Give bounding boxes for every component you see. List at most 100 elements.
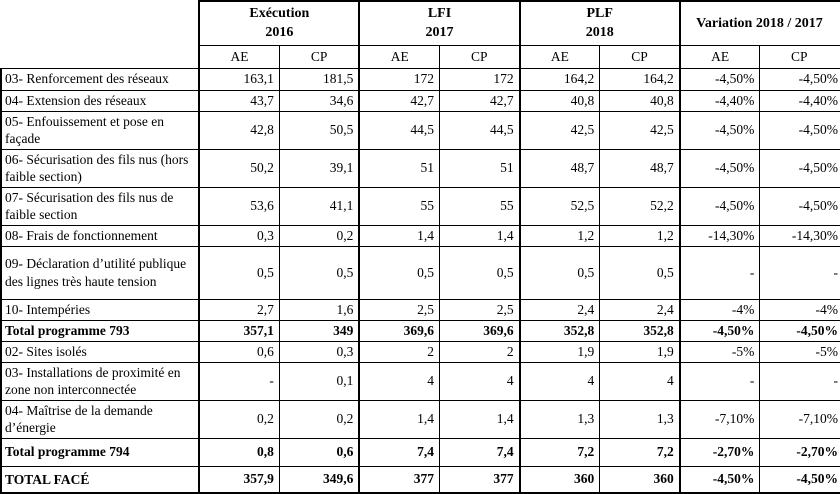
- cell-lfi-ae: 1,4: [358, 399, 441, 439]
- cell-plf-cp: 352,8: [599, 319, 681, 342]
- cell-lfi-cp: 0,5: [439, 245, 521, 300]
- cell-plf-ae: 40,8: [518, 89, 601, 112]
- cell-plf-cp: 40,8: [599, 89, 681, 112]
- cell-lfi-ae: 2: [358, 340, 441, 363]
- subcol-exec-ae: AE: [198, 44, 280, 69]
- cell-var-ae: -7,10%: [678, 399, 761, 439]
- cell-plf-ae: 7,2: [518, 437, 601, 467]
- table-row: 04- Extension des réseaux 43,7 34,6 42,7…: [0, 89, 840, 112]
- cell-lfi-cp: 369,6: [439, 319, 521, 342]
- col-group-label: Variation 2018 / 2017: [696, 15, 823, 31]
- cell-var-ae: -5%: [678, 340, 761, 363]
- cell-lfi-cp: 55: [439, 186, 521, 226]
- cell-exec-cp: 0,6: [278, 437, 360, 467]
- cell-exec-cp: 349: [278, 319, 360, 342]
- cell-lfi-cp: 51: [439, 148, 521, 188]
- cell-var-cp: -4,50%: [759, 148, 840, 188]
- col-group-label: PLF: [586, 6, 613, 22]
- cell-plf-cp: 2,4: [599, 298, 681, 321]
- row-label: 09- Déclaration d’utilité publique des l…: [0, 245, 201, 300]
- cell-plf-cp: 52,2: [599, 186, 681, 226]
- cell-exec-ae: 50,2: [198, 148, 280, 188]
- cell-lfi-ae: 44,5: [358, 110, 441, 150]
- cell-var-ae: -: [678, 361, 761, 401]
- cell-plf-cp: 1,3: [599, 399, 681, 439]
- cell-lfi-ae: 2,5: [358, 298, 441, 321]
- row-label: 02- Sites isolés: [0, 340, 201, 363]
- cell-var-cp: -4,50%: [759, 67, 840, 91]
- row-label: 10- Intempéries: [0, 298, 201, 321]
- col-group-plf-2018: PLF 2018: [518, 0, 681, 46]
- cell-exec-ae: 53,6: [198, 186, 280, 226]
- cell-var-cp: -4,50%: [759, 319, 840, 342]
- col-group-execution-2016: Exécution 2016: [198, 0, 360, 46]
- cell-plf-cp: 7,2: [599, 437, 681, 467]
- col-group-label: LFI: [427, 6, 452, 22]
- cell-var-ae: -4,50%: [678, 67, 761, 91]
- table-row: 08- Frais de fonctionnement 0,3 0,2 1,4 …: [0, 224, 840, 247]
- cell-plf-cp: 0,5: [599, 245, 681, 300]
- subcol-plf-cp: CP: [599, 44, 681, 69]
- cell-exec-ae: 357,1: [198, 319, 280, 342]
- col-group-label: Exécution: [249, 6, 310, 22]
- cell-lfi-cp: 2: [439, 340, 521, 363]
- cell-exec-cp: 181,5: [278, 67, 360, 91]
- table-row: 06- Sécurisation des fils nus (hors faib…: [0, 148, 840, 188]
- table-row: 07- Sécurisation des fils nus de faible …: [0, 186, 840, 226]
- cell-var-cp: -2,70%: [759, 437, 840, 467]
- cell-exec-ae: 42,8: [198, 110, 280, 150]
- cell-exec-cp: 0,5: [278, 245, 360, 300]
- cell-lfi-ae: 51: [358, 148, 441, 188]
- cell-plf-ae: 42,5: [518, 110, 601, 150]
- table-row: 02- Sites isolés 0,6 0,3 2 2 1,9 1,9 -5%…: [0, 340, 840, 363]
- row-label: 06- Sécurisation des fils nus (hors faib…: [0, 148, 201, 188]
- cell-plf-ae: 1,2: [518, 224, 601, 247]
- table-row: 05- Enfouissement et pose en façade 42,8…: [0, 110, 840, 150]
- cell-lfi-ae: 55: [358, 186, 441, 226]
- subcol-var-ae: AE: [678, 44, 761, 69]
- cell-exec-ae: 0,2: [198, 399, 280, 439]
- header-group-row: Exécution 2016 LFI 2017 PLF 2018 Variati…: [1, 0, 840, 68]
- col-group-year: 2017: [425, 25, 454, 41]
- col-group-year: 2018: [585, 25, 614, 41]
- cell-var-cp: -4%: [759, 298, 840, 321]
- cell-var-cp: -4,40%: [759, 89, 840, 112]
- cell-var-ae: -4,50%: [678, 148, 761, 188]
- cell-plf-cp: 4: [599, 361, 681, 401]
- cell-var-cp: -4,50%: [759, 186, 840, 226]
- corner-cell: [1, 1, 200, 68]
- table-row: 03- Installations de proximité en zone n…: [0, 361, 840, 401]
- cell-lfi-cp: 1,4: [439, 399, 521, 439]
- cell-plf-ae: 1,9: [518, 340, 601, 363]
- subcol-var-cp: CP: [759, 44, 840, 69]
- subcol-lfi-cp: CP: [439, 44, 521, 69]
- row-label: 03- Installations de proximité en zone n…: [0, 361, 201, 401]
- table-row: 09- Déclaration d’utilité publique des l…: [0, 245, 840, 300]
- table-row: 10- Intempéries 2,7 1,6 2,5 2,5 2,4 2,4 …: [0, 298, 840, 321]
- table-row: 03- Renforcement des réseaux 163,1 181,5…: [0, 67, 840, 91]
- cell-plf-ae: 164,2: [518, 67, 601, 91]
- cell-var-cp: -5%: [759, 340, 840, 363]
- cell-lfi-ae: 7,4: [358, 437, 441, 467]
- subcol-lfi-ae: AE: [358, 44, 441, 69]
- row-label: 08- Frais de fonctionnement: [0, 224, 201, 247]
- cell-plf-ae: 1,3: [518, 399, 601, 439]
- cell-lfi-ae: 0,5: [358, 245, 441, 300]
- cell-plf-ae: 0,5: [518, 245, 601, 300]
- cell-plf-cp: 42,5: [599, 110, 681, 150]
- cell-exec-ae: 2,7: [198, 298, 280, 321]
- row-label: 03- Renforcement des réseaux: [0, 67, 201, 91]
- col-group-variation: Variation 2018 / 2017: [678, 0, 840, 46]
- cell-exec-ae: 0,3: [198, 224, 280, 247]
- row-label: 05- Enfouissement et pose en façade: [0, 110, 201, 150]
- cell-exec-ae: 43,7: [198, 89, 280, 112]
- cell-lfi-cp: 42,7: [439, 89, 521, 112]
- subcol-exec-cp: CP: [278, 44, 360, 69]
- cell-lfi-cp: 44,5: [439, 110, 521, 150]
- cell-exec-ae: 0,8: [198, 437, 280, 467]
- cell-exec-cp: 34,6: [278, 89, 360, 112]
- cell-lfi-cp: 1,4: [439, 224, 521, 247]
- cell-exec-cp: 1,6: [278, 298, 360, 321]
- cell-lfi-cp: 172: [439, 67, 521, 91]
- cell-var-cp: -7,10%: [759, 399, 840, 439]
